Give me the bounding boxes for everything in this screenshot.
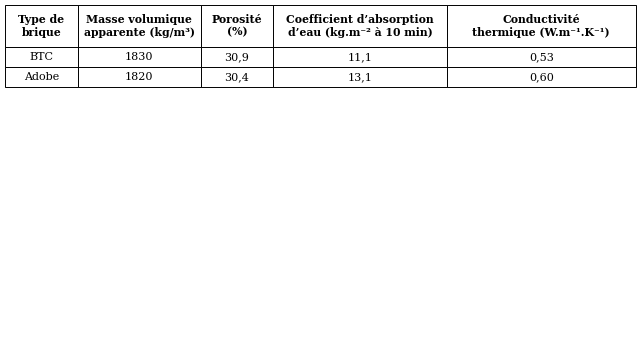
Text: Coefficient d’absorption
d’eau (kg.m⁻² à 10 min): Coefficient d’absorption d’eau (kg.m⁻² à… [286, 14, 434, 38]
Text: Conductivité
thermique (W.m⁻¹.K⁻¹): Conductivité thermique (W.m⁻¹.K⁻¹) [472, 14, 610, 38]
Bar [201, 5, 273, 47]
Text: Type de
brique: Type de brique [19, 14, 65, 38]
Bar [273, 5, 447, 47]
Text: 1820: 1820 [125, 72, 153, 82]
Bar [5, 67, 78, 87]
Bar [273, 67, 447, 87]
Bar [447, 67, 636, 87]
Bar [5, 47, 78, 67]
Bar [78, 5, 201, 47]
Bar [78, 67, 201, 87]
Text: Porosité
(%): Porosité (%) [212, 14, 262, 38]
Text: BTC: BTC [29, 52, 53, 62]
Bar [201, 47, 273, 67]
Text: 30,9: 30,9 [224, 52, 249, 62]
Text: 0,53: 0,53 [529, 52, 554, 62]
Text: 30,4: 30,4 [224, 72, 249, 82]
Bar [5, 5, 78, 47]
Text: Adobe: Adobe [24, 72, 59, 82]
Text: 13,1: 13,1 [347, 72, 372, 82]
Text: 1830: 1830 [125, 52, 153, 62]
Bar [447, 47, 636, 67]
Bar [201, 67, 273, 87]
Bar [273, 47, 447, 67]
Text: 0,60: 0,60 [529, 72, 554, 82]
Text: 11,1: 11,1 [347, 52, 372, 62]
Bar [78, 47, 201, 67]
Bar [447, 5, 636, 47]
Text: Masse volumique
apparente (kg/m³): Masse volumique apparente (kg/m³) [84, 14, 195, 38]
